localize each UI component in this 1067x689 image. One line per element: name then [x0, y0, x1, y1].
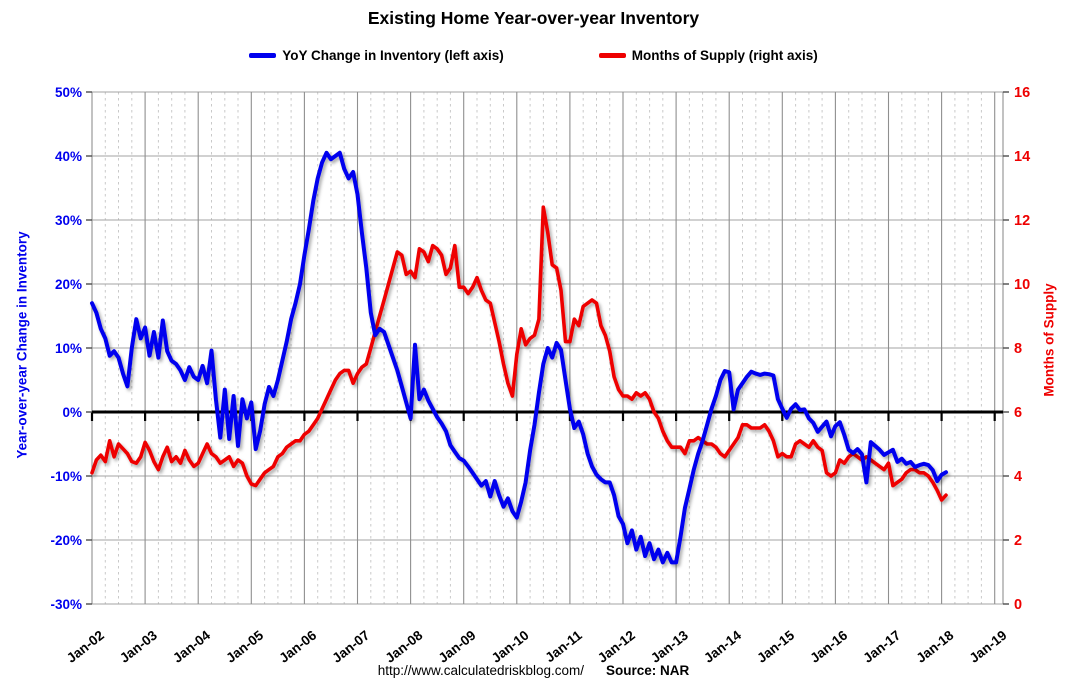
months-supply-line: [90, 205, 948, 502]
legend-label-months-supply: Months of Supply (right axis): [631, 48, 818, 63]
svg-text:10%: 10%: [55, 341, 82, 356]
left-axis-ticks: [86, 91, 92, 605]
chart-title: Existing Home Year-over-year Inventory: [367, 8, 700, 28]
svg-text:Jan-02: Jan-02: [64, 628, 107, 666]
svg-text:Jan-18: Jan-18: [913, 627, 956, 665]
svg-text:30%: 30%: [55, 213, 82, 228]
svg-text:Jan-16: Jan-16: [807, 627, 850, 665]
svg-text:8: 8: [1014, 341, 1022, 357]
svg-text:Jan-09: Jan-09: [436, 628, 479, 666]
legend-item-months-supply: Months of Supply (right axis): [598, 48, 818, 63]
svg-text:Jan-05: Jan-05: [223, 627, 266, 665]
svg-text:4: 4: [1014, 469, 1022, 485]
svg-text:Jan-15: Jan-15: [754, 627, 797, 665]
svg-text:-10%: -10%: [50, 469, 82, 484]
source-url: http://www.calculatedriskblog.com/: [377, 663, 585, 678]
svg-text:Jan-04: Jan-04: [170, 627, 213, 665]
svg-text:40%: 40%: [55, 149, 82, 164]
red-line-swatch-icon: [598, 53, 626, 58]
svg-text:Jan-11: Jan-11: [542, 627, 585, 665]
source-credit: Source: NAR: [606, 663, 690, 678]
svg-text:2: 2: [1014, 533, 1022, 549]
svg-text:-20%: -20%: [50, 533, 82, 548]
blue-line-swatch-icon: [249, 53, 277, 58]
svg-text:0%: 0%: [62, 405, 82, 420]
svg-text:20%: 20%: [55, 277, 82, 292]
svg-text:Jan-06: Jan-06: [276, 627, 319, 665]
x-axis-tick-labels: Jan-02 Jan-03 Jan-04 Jan-05 Jan-06 Jan-07 Jan-…: [64, 627, 1010, 665]
svg-text:0: 0: [1014, 597, 1022, 613]
svg-text:14: 14: [1014, 149, 1030, 165]
svg-text:Jan-14: Jan-14: [701, 627, 744, 665]
right-axis-title: Months of Supply: [1041, 283, 1057, 397]
chart-footer: http://www.calculatedriskblog.com/Source…: [0, 663, 1067, 678]
left-axis-title: Year-over-year Change in Inventory: [14, 231, 30, 459]
svg-text:Jan-12: Jan-12: [595, 628, 638, 666]
svg-text:12: 12: [1014, 213, 1030, 229]
svg-text:Jan-13: Jan-13: [648, 627, 691, 665]
svg-text:Jan-03: Jan-03: [117, 627, 160, 665]
left-axis-tick-labels: 50% 40% 30% 20% 10% 0% -10% -20% -30%: [50, 85, 82, 612]
svg-text:Jan-10: Jan-10: [489, 628, 532, 666]
chart-legend: YoY Change in Inventory (left axis) Mont…: [0, 48, 1067, 63]
right-axis-ticks: [1003, 91, 1009, 605]
legend-label-yoy-inventory: YoY Change in Inventory (left axis): [282, 48, 504, 63]
svg-text:Jan-08: Jan-08: [382, 627, 425, 665]
svg-text:16: 16: [1014, 85, 1030, 101]
svg-text:-30%: -30%: [50, 597, 82, 612]
year-gridlines: [91, 92, 1004, 604]
svg-text:Jan-17: Jan-17: [860, 628, 903, 666]
right-axis-tick-labels: 16 14 12 10 8 6 4 2 0: [1014, 85, 1030, 613]
svg-text:Jan-19: Jan-19: [967, 628, 1010, 666]
svg-text:10: 10: [1014, 277, 1030, 293]
legend-item-yoy-inventory: YoY Change in Inventory (left axis): [249, 48, 504, 63]
svg-text:Jan-07: Jan-07: [329, 628, 372, 666]
svg-text:50%: 50%: [55, 85, 82, 100]
minor-gridlines: [104, 92, 982, 604]
yoy-inventory-line: [90, 150, 948, 565]
svg-text:6: 6: [1014, 405, 1022, 421]
